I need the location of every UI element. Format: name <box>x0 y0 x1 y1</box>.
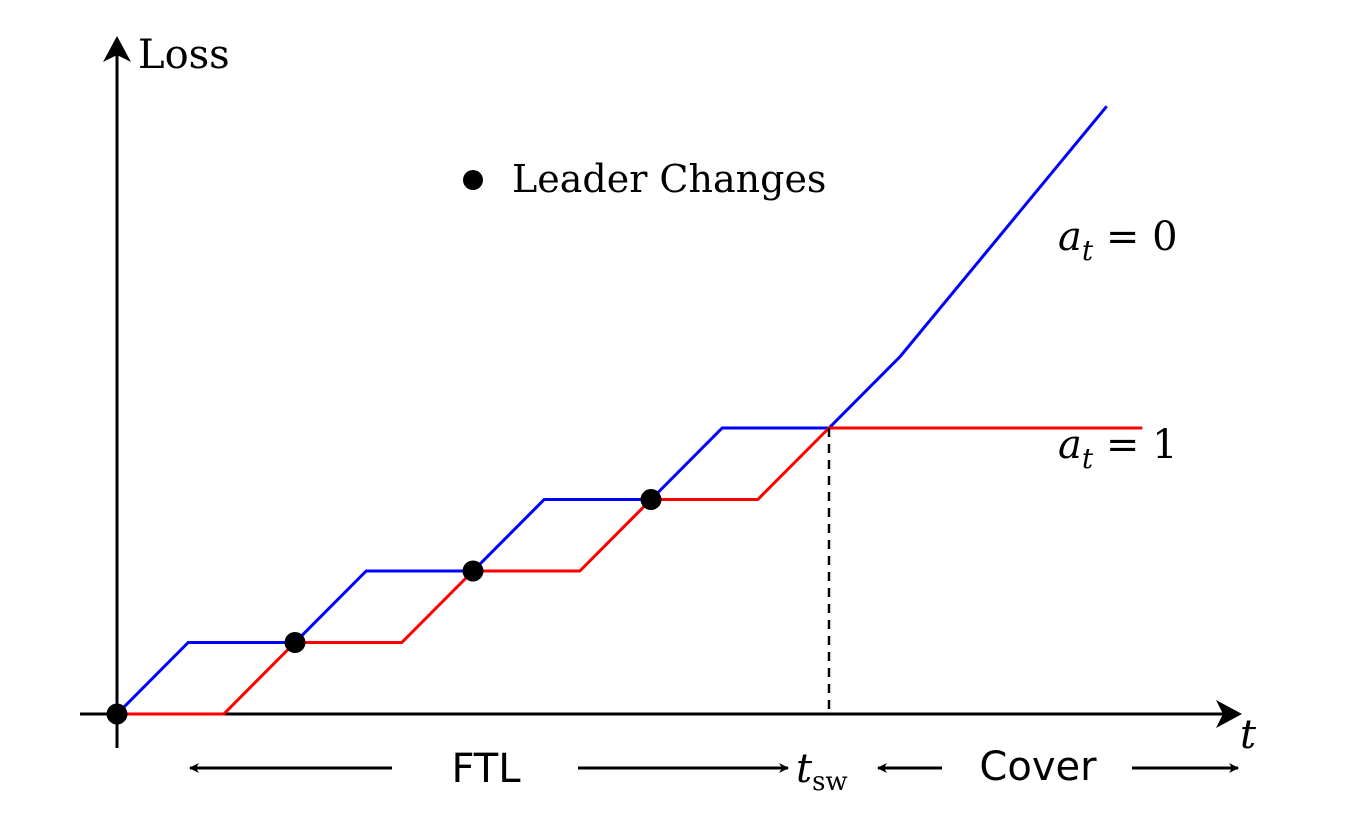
series-layer <box>115 105 1143 716</box>
cover-label: Cover <box>979 744 1097 790</box>
leader-change-point <box>284 632 306 653</box>
leader-change-point <box>640 489 662 510</box>
ftl-label: FTL <box>451 746 521 792</box>
marker-layer <box>106 489 662 725</box>
legend-marker <box>463 170 483 190</box>
series-line-a1 <box>117 426 1143 716</box>
y-axis-label: Loss <box>138 32 230 78</box>
curve-label-a1: at = 1 <box>1058 422 1178 475</box>
x-axis-arrowhead <box>1216 700 1242 728</box>
x-axis-label: t <box>1240 712 1257 758</box>
switch-time-label: tsw <box>796 746 848 797</box>
y-axis-arrowhead <box>103 36 131 62</box>
leader-change-point <box>106 703 128 725</box>
series-line-a0 <box>115 105 1108 716</box>
curve-label-a0: at = 0 <box>1058 214 1178 267</box>
leader-change-point <box>462 560 484 582</box>
legend-label: Leader Changes <box>512 157 826 201</box>
